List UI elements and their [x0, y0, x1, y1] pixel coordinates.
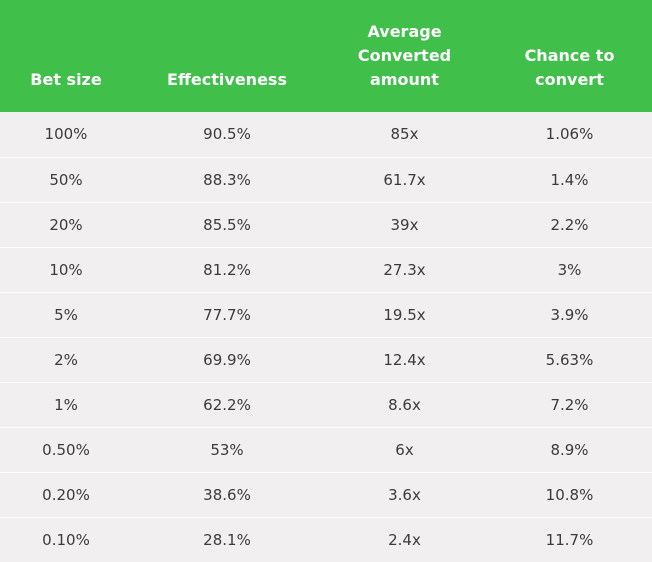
average-converted-amount-cell: 3.6x	[322, 471, 487, 517]
average-converted-amount-cell: 19.5x	[322, 291, 487, 337]
table-row: 2% 69.9% 12.4x 5.63%	[0, 336, 652, 382]
bet-size-cell: 20%	[0, 201, 132, 247]
chance-to-convert-cell: 2.2%	[487, 201, 652, 247]
chance-to-convert-cell: 5.63%	[487, 336, 652, 382]
effectiveness-cell: 69.9%	[132, 336, 322, 382]
header-row: Bet size Effectiveness Average Converted…	[0, 0, 652, 112]
bet-size-cell: 100%	[0, 112, 132, 157]
effectiveness-cell: 81.2%	[132, 246, 322, 292]
chance-to-convert-cell: 11.7%	[487, 516, 652, 562]
effectiveness-cell: 53%	[132, 426, 322, 472]
effectiveness-cell: 90.5%	[132, 112, 322, 157]
header-effectiveness: Effectiveness	[132, 0, 322, 112]
effectiveness-cell: 62.2%	[132, 381, 322, 427]
bet-size-cell: 10%	[0, 246, 132, 292]
bet-size-cell: 5%	[0, 291, 132, 337]
chance-to-convert-cell: 8.9%	[487, 426, 652, 472]
table-row: 5% 77.7% 19.5x 3.9%	[0, 291, 652, 337]
bet-size-cell: 0.20%	[0, 471, 132, 517]
table-row: 0.20% 38.6% 3.6x 10.8%	[0, 471, 652, 517]
chance-to-convert-cell: 7.2%	[487, 381, 652, 427]
table-row: 1% 62.2% 8.6x 7.2%	[0, 381, 652, 427]
table-row: 50% 88.3% 61.7x 1.4%	[0, 156, 652, 202]
bet-size-cell: 0.10%	[0, 516, 132, 562]
chance-to-convert-cell: 10.8%	[487, 471, 652, 517]
table-row: 10% 81.2% 27.3x 3%	[0, 246, 652, 292]
effectiveness-cell: 38.6%	[132, 471, 322, 517]
chance-to-convert-cell: 1.4%	[487, 156, 652, 202]
average-converted-amount-cell: 8.6x	[322, 381, 487, 427]
effectiveness-cell: 88.3%	[132, 156, 322, 202]
chance-to-convert-cell: 3%	[487, 246, 652, 292]
table-row: 20% 85.5% 39x 2.2%	[0, 201, 652, 247]
average-converted-amount-cell: 27.3x	[322, 246, 487, 292]
bet-size-cell: 1%	[0, 381, 132, 427]
bet-size-cell: 2%	[0, 336, 132, 382]
header-bet-size: Bet size	[0, 0, 132, 112]
table-row: 100% 90.5% 85x 1.06%	[0, 112, 652, 157]
effectiveness-cell: 28.1%	[132, 516, 322, 562]
bet-size-cell: 0.50%	[0, 426, 132, 472]
average-converted-amount-cell: 61.7x	[322, 156, 487, 202]
chance-to-convert-cell: 3.9%	[487, 291, 652, 337]
table-row: 0.10% 28.1% 2.4x 11.7%	[0, 516, 652, 562]
table-row: 0.50% 53% 6x 8.9%	[0, 426, 652, 472]
average-converted-amount-cell: 12.4x	[322, 336, 487, 382]
chance-to-convert-cell: 1.06%	[487, 112, 652, 157]
average-converted-amount-cell: 39x	[322, 201, 487, 247]
table-body: 100% 90.5% 85x 1.06% 50% 88.3% 61.7x 1.4% 20% 85.…	[0, 112, 652, 562]
average-converted-amount-cell: 6x	[322, 426, 487, 472]
table-header: Bet size Effectiveness Average Converted…	[0, 0, 652, 112]
bet-size-cell: 50%	[0, 156, 132, 202]
effectiveness-cell: 77.7%	[132, 291, 322, 337]
header-average-converted-amount: Average Converted amount	[322, 0, 487, 112]
average-converted-amount-cell: 2.4x	[322, 516, 487, 562]
average-converted-amount-cell: 85x	[322, 112, 487, 157]
effectiveness-cell: 85.5%	[132, 201, 322, 247]
header-chance-to-convert: Chance to convert	[487, 0, 652, 112]
